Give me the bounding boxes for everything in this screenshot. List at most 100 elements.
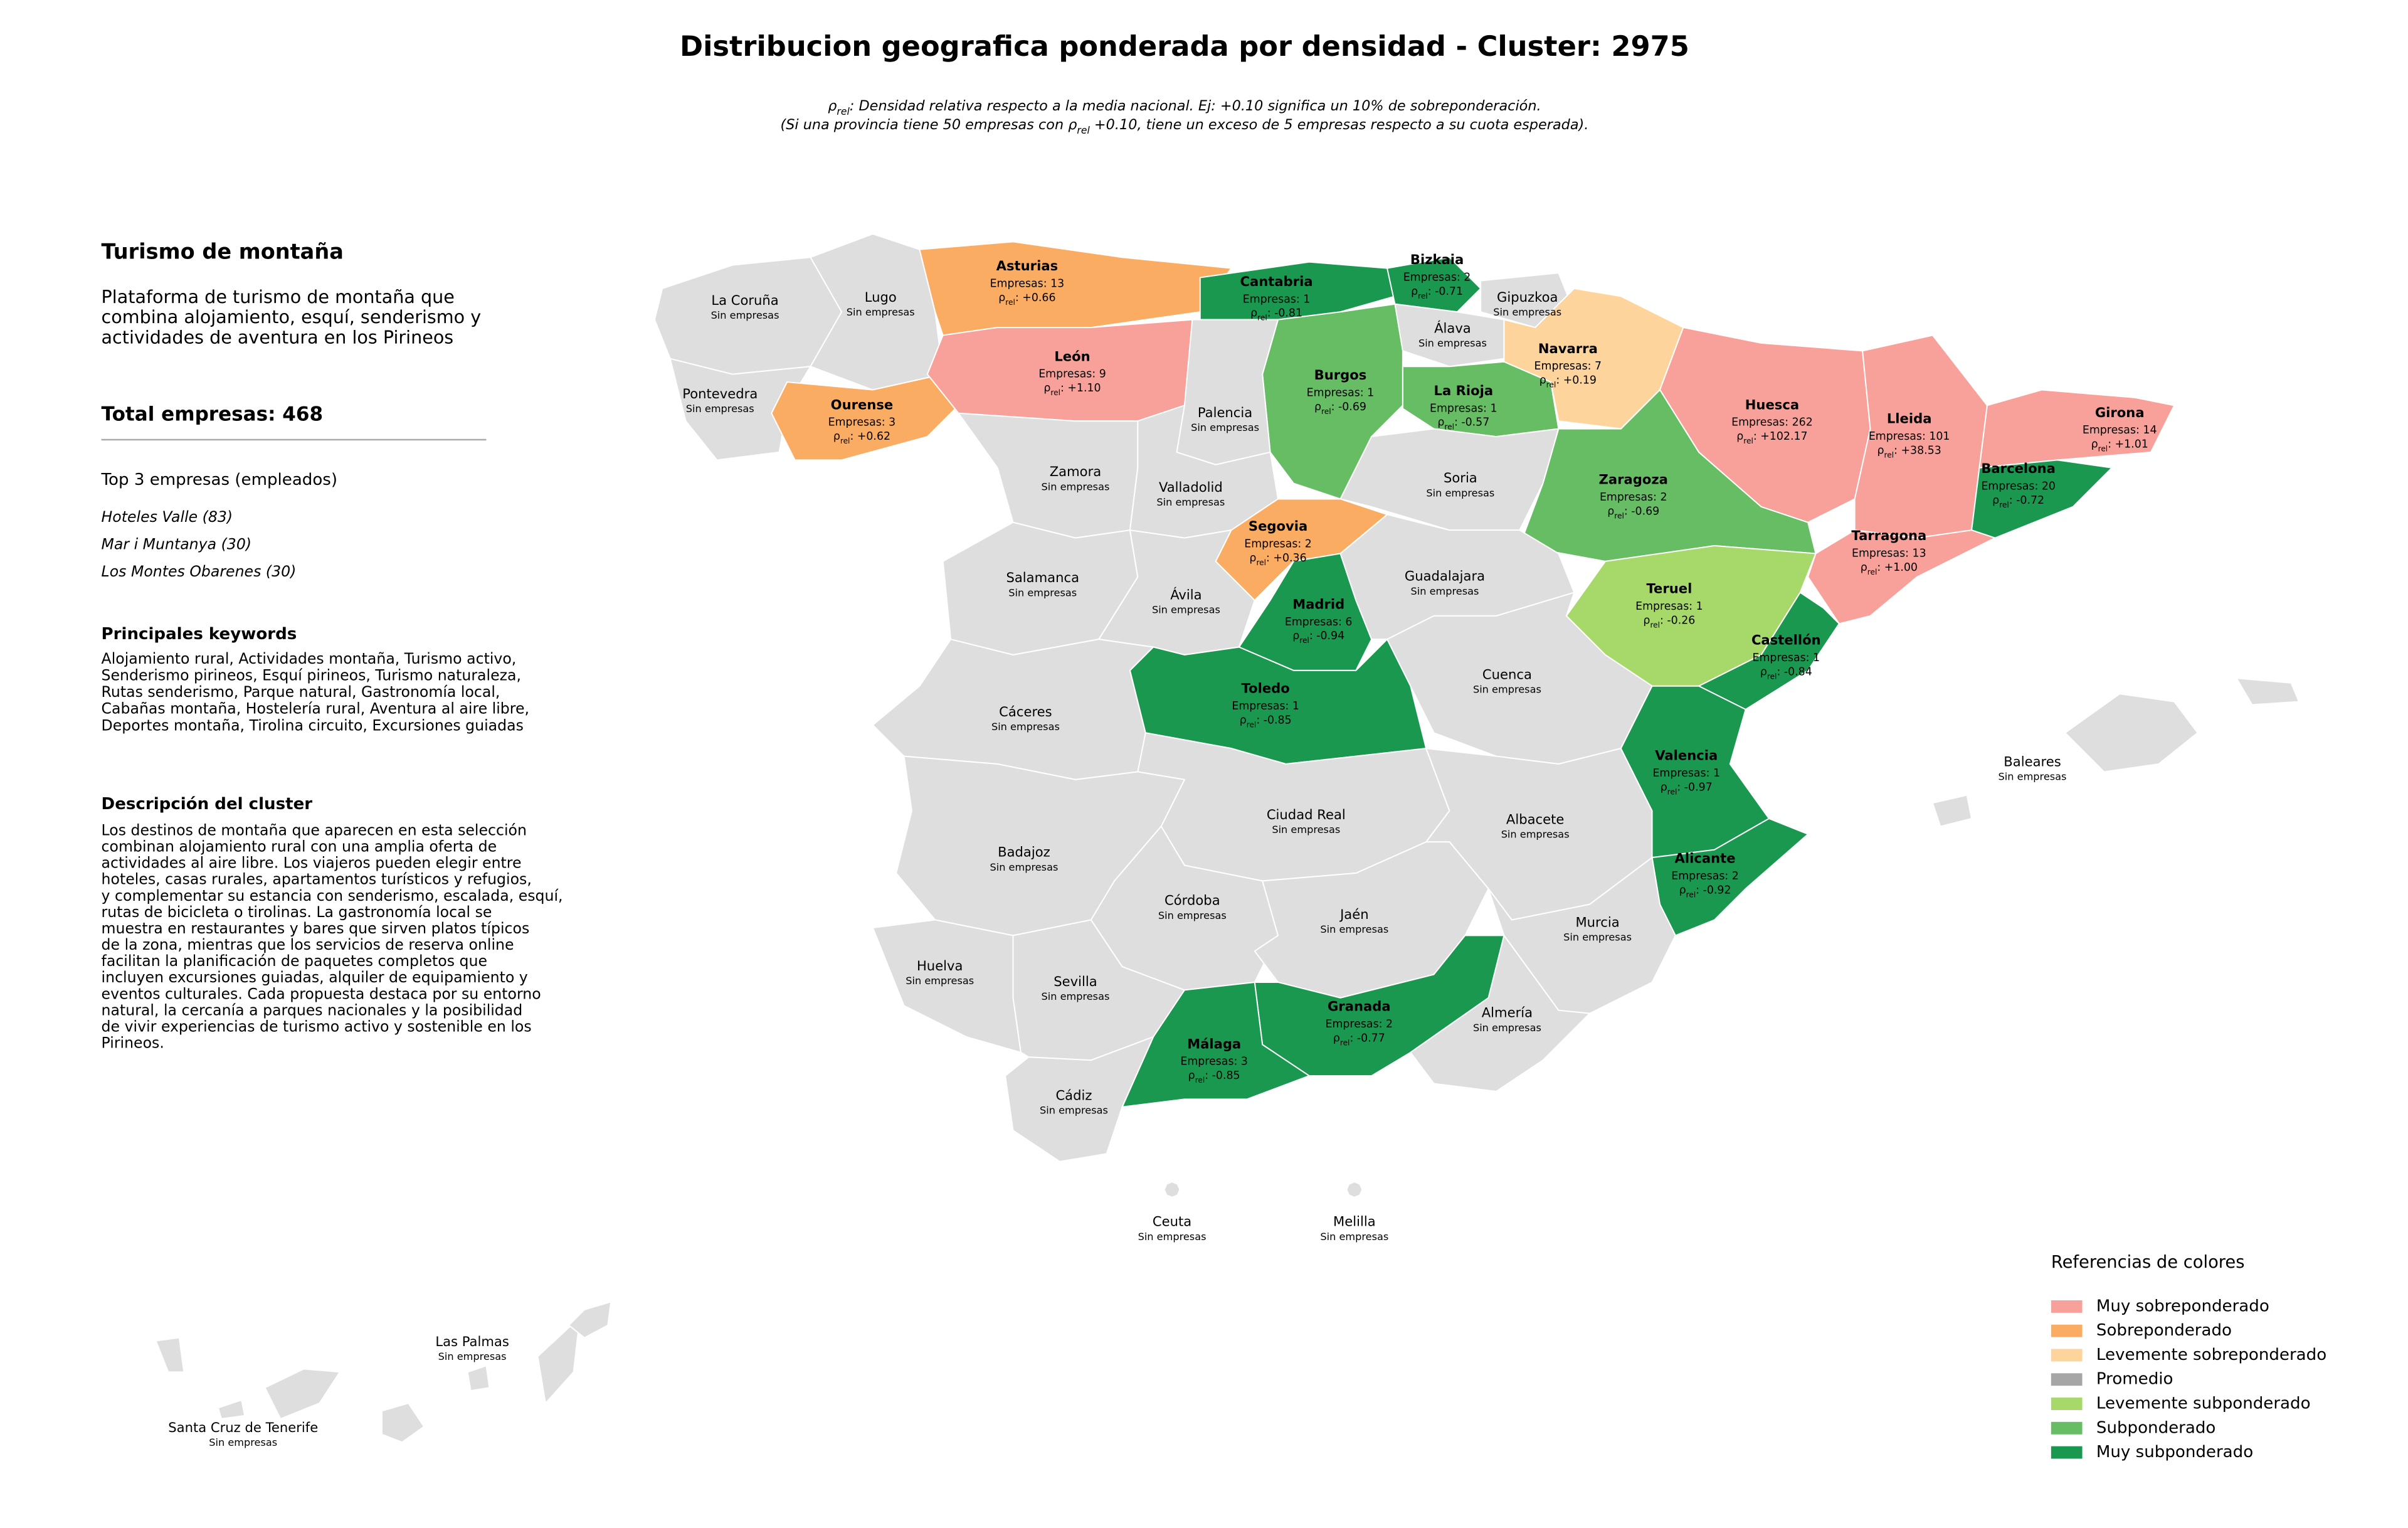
province: [919, 241, 1233, 336]
province-count: Empresas: 1: [1753, 652, 1820, 664]
province-shape: [467, 1365, 490, 1392]
map: [155, 233, 2300, 1443]
province-name: Salamanca: [1006, 570, 1079, 585]
rho-sub: rel: [1077, 124, 1090, 136]
province-count: Sin empresas: [1158, 910, 1227, 921]
province-count: Sin empresas: [1418, 337, 1487, 349]
province-count: Sin empresas: [686, 403, 754, 415]
description-line: combinan alojamiento rural con una ampli…: [102, 837, 497, 855]
subtitle-text: : Densidad relativa respecto a la media …: [850, 98, 1541, 114]
subtitle: ρrel: Densidad relativa respecto a la me…: [828, 98, 1541, 118]
keywords-line: Senderismo pirineos, Esquí pirineos, Tur…: [102, 667, 521, 684]
province-count: Sin empresas: [906, 975, 974, 987]
province: [1409, 934, 1592, 1092]
province-count: Sin empresas: [1272, 824, 1340, 836]
description-title: Descripción del cluster: [102, 795, 313, 814]
province-rho: ρrel: -0.69: [1607, 505, 1659, 520]
rho-sub: rel: [1999, 500, 2009, 509]
province-rho: ρrel: +0.62: [833, 430, 890, 445]
province-count: Empresas: 3: [828, 416, 896, 429]
province-name: Segovia: [1249, 518, 1307, 534]
province-name: Albacete: [1506, 811, 1565, 827]
legend-label: Muy sobreponderado: [2096, 1297, 2269, 1315]
province-name: Teruel: [1646, 581, 1692, 597]
province-name: Castellón: [1751, 632, 1821, 648]
panel-intro: combina alojamiento, esquí, senderismo y: [102, 306, 482, 327]
province-rho: ρrel: -0.77: [1333, 1032, 1385, 1047]
description-line: facilitan la planificación de paquetes c…: [102, 952, 487, 970]
rho-symbol: ρ: [1437, 416, 1444, 429]
province-count: Empresas: 1: [1430, 402, 1497, 415]
province-name: Cuenca: [1482, 666, 1532, 682]
total: Total empresas: 468: [102, 403, 324, 425]
rho-value: : -0.69: [1624, 505, 1659, 517]
rho-sub: rel: [1743, 437, 1753, 445]
province-name: Toledo: [1242, 681, 1290, 696]
province: [1346, 1181, 1363, 1199]
province-rho: ρrel: -0.57: [1437, 416, 1489, 432]
province-name: La Rioja: [1434, 383, 1494, 398]
province-name: Burgos: [1314, 367, 1367, 383]
province-shape: [155, 1337, 185, 1373]
province-count: Sin empresas: [1156, 496, 1225, 508]
rho-symbol: ρ: [1250, 307, 1257, 320]
keywords-line: Cabañas montaña, Hostelería rural, Avent…: [102, 700, 529, 718]
province-name: Melilla: [1333, 1214, 1376, 1229]
province-count: Empresas: 6: [1285, 616, 1353, 629]
province: [155, 1337, 425, 1443]
description-line: actividades al aire libre. Los viajeros …: [102, 854, 522, 872]
province-shape: [1346, 1181, 1363, 1199]
rho-symbol: ρ: [1736, 430, 1743, 443]
panel-intro: Plataforma de turismo de montaña que: [102, 286, 455, 307]
rho-value: : +102.17: [1753, 430, 1808, 443]
province: [1931, 677, 2300, 827]
province-name: Jaén: [1339, 906, 1369, 922]
province-shape: [2235, 677, 2300, 706]
province-count: Sin empresas: [990, 861, 1058, 873]
province-name: Gipuzkoa: [1497, 289, 1558, 305]
province-name: Guadalajara: [1405, 568, 1485, 584]
rho-sub: rel: [1686, 890, 1696, 899]
province-name: Santa Cruz de Tenerife: [168, 1419, 318, 1435]
province-count: Empresas: 2: [1326, 1018, 1393, 1031]
province-count: Empresas: 101: [1869, 430, 1950, 443]
province: [1620, 685, 1770, 859]
rho-sub: rel: [1005, 297, 1015, 306]
panel-heading: Turismo de montaña: [102, 239, 344, 263]
description-line: eventos culturales. Cada propuesta desta…: [102, 985, 541, 1002]
province-rho: ρrel: +1.00: [1861, 561, 1918, 576]
province-count: Empresas: 1: [1232, 700, 1299, 713]
province-name: Girona: [2095, 405, 2145, 420]
rho-sub: rel: [1546, 380, 1556, 389]
province-count: Empresas: 9: [1038, 368, 1106, 381]
province-count: Sin empresas: [1041, 480, 1109, 492]
rho-sub: rel: [1195, 1076, 1205, 1085]
legend-swatch: [2051, 1324, 2083, 1337]
province: [1176, 319, 1279, 465]
province: [1807, 529, 1997, 625]
rho-symbol: ρ: [828, 98, 837, 114]
rho-symbol: ρ: [1607, 505, 1614, 517]
province-name: Valencia: [1655, 748, 1718, 763]
province-name: Cádiz: [1055, 1087, 1092, 1103]
province-rho: ρrel: +0.19: [1539, 374, 1597, 390]
province-name: Soria: [1444, 470, 1477, 485]
rho-value: : -0.94: [1309, 630, 1344, 642]
province-name: Baleares: [2004, 754, 2061, 770]
legend-label: Muy subponderado: [2096, 1443, 2253, 1462]
province: [1005, 1036, 1155, 1162]
province-name: Barcelona: [1981, 460, 2056, 476]
province-shape: [1121, 981, 1311, 1108]
province-rho: ρrel: -0.97: [1661, 781, 1713, 796]
rho-sub: rel: [837, 105, 850, 117]
province-name: Ciudad Real: [1267, 807, 1346, 822]
rho-sub: rel: [1650, 620, 1660, 629]
keywords-title: Principales keywords: [102, 625, 297, 644]
rho-symbol: ρ: [2091, 438, 2098, 450]
province-shape: [1487, 856, 1676, 1014]
province-name: Ávila: [1170, 587, 1201, 603]
province-shape: [1620, 685, 1770, 859]
rho-sub: rel: [1767, 672, 1777, 681]
province-count: Empresas: 1: [1635, 600, 1703, 613]
